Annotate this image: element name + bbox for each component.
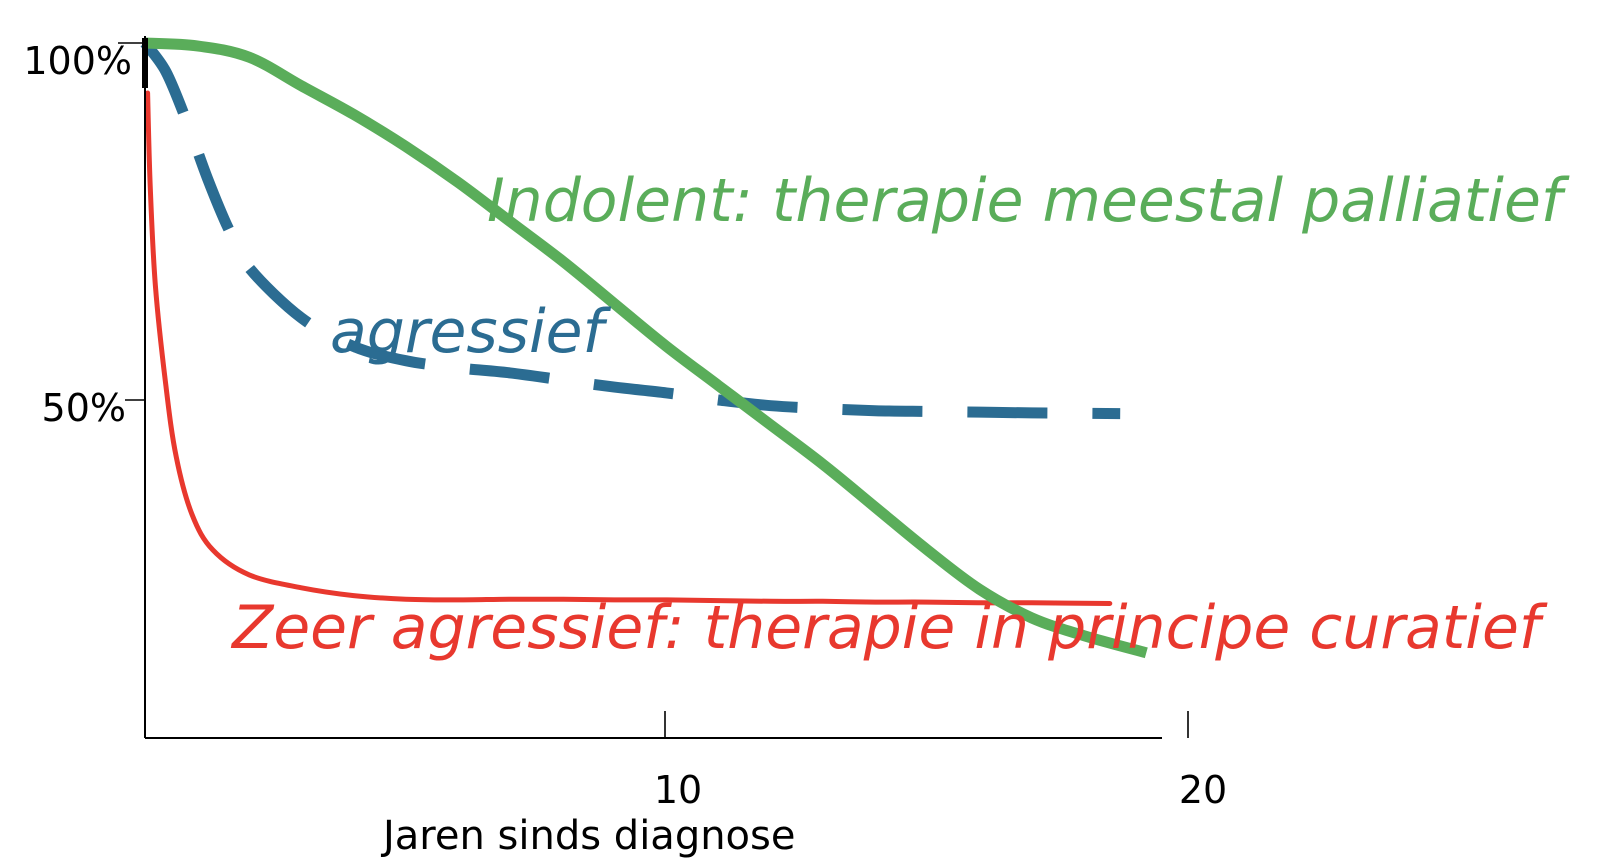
x-tick-label-10: 10 xyxy=(654,768,702,812)
x-axis-title: Jaren sinds diagnose xyxy=(380,813,795,858)
series-line-agressief xyxy=(140,39,1121,420)
series-label-zeer-agressief: Zeer agressief: therapie in principe cur… xyxy=(230,593,1548,663)
series-line-indolent xyxy=(144,37,1148,659)
y-tick-label-50: 50% xyxy=(42,386,126,430)
x-tick-label-20: 20 xyxy=(1179,768,1227,812)
y-tick-label-100: 100% xyxy=(23,39,132,83)
series-label-agressief: agressief xyxy=(330,297,612,367)
series-group xyxy=(140,37,1148,659)
series-label-indolent: Indolent: therapie meestal palliatief xyxy=(487,166,1570,236)
series-line-zeer-agressief xyxy=(145,90,1113,606)
